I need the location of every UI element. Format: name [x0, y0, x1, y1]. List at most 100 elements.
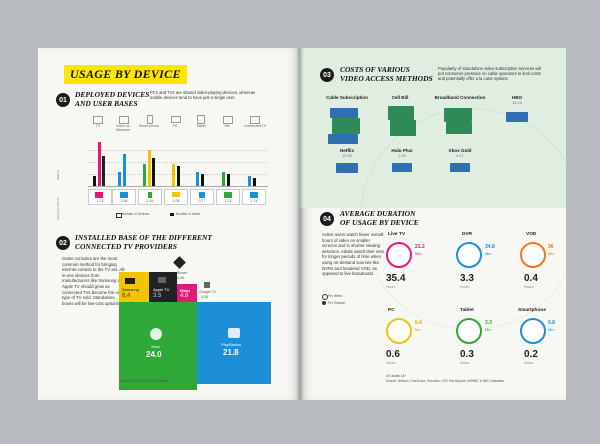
boxee-value: 0.35: [177, 276, 184, 280]
streamer-icon: [120, 192, 128, 198]
hours-unit: Hours: [524, 285, 534, 289]
hours-unit: Hours: [386, 285, 396, 289]
google-tv-icon: [204, 282, 210, 288]
users-value: 1.74: [96, 199, 104, 203]
minutes-value: 0.8: [548, 320, 555, 326]
cost-value: 15-20: [512, 101, 522, 105]
cost-value: 4.17: [456, 154, 464, 158]
legend-swatch-week: [322, 294, 328, 300]
section-text-installed: Game consoles are the most common method…: [62, 256, 126, 306]
streamer-icon: [119, 116, 129, 124]
minutes-value: 34.8: [485, 244, 495, 250]
cost-label: Hulu Plus: [391, 148, 413, 153]
google-tv-value: 0.05: [201, 295, 208, 299]
tile-samsung: Samsung 6.4: [119, 272, 149, 302]
bar-devices: [177, 166, 180, 186]
tv-icon: [125, 278, 135, 284]
source-label: US adults 18+: [386, 374, 407, 378]
bar-users: [248, 176, 251, 186]
smartphone-icon: [147, 115, 153, 124]
source-note: Source: MSNBC & NBC estimates: [120, 379, 169, 383]
right-page: 03 COSTS OF VARIOUS VIDEO ACCESS METHODS…: [300, 48, 566, 400]
cost-value: 7.99: [398, 154, 406, 158]
legend-label-session: Per Session: [328, 301, 346, 305]
clock-icon: [456, 318, 482, 344]
tile-playstation: PlayStation 21.8: [197, 302, 271, 384]
hours-value: 0.2: [524, 349, 538, 360]
money-stack: [446, 122, 472, 134]
tile-apple-tv: Apple TV 3.5: [149, 272, 177, 302]
bar-users: [148, 150, 151, 186]
bar-devices: [201, 174, 204, 186]
y-axis-label: Millions: [56, 169, 60, 180]
money-stack: [450, 163, 470, 172]
device-name: VOD: [526, 232, 537, 237]
cost-label: Cell Bill: [391, 95, 409, 100]
users-value: 1.58: [120, 199, 128, 203]
source-note: Source: Nielsen, ComScore, Horowitz, LRG…: [386, 379, 504, 383]
clock-icon: [520, 242, 546, 268]
chart-legend: Number of Devices Number of Users: [88, 212, 268, 218]
users-value: 1.74: [250, 199, 258, 203]
hours-value: 0.4: [524, 273, 538, 284]
minutes-unit: Min: [485, 251, 492, 256]
minutes-unit: Min: [415, 251, 422, 256]
legend-swatch-devices: [116, 213, 122, 218]
hours-value: 35.4: [386, 273, 406, 284]
money-stack: [390, 120, 416, 136]
category-label: PC: [172, 124, 178, 128]
bar-users: [196, 172, 199, 186]
section-number-01: 01: [56, 93, 70, 107]
page-title: USAGE BY DEVICE: [64, 65, 187, 84]
bar-users: [123, 154, 126, 186]
cost-label: Xbox Gold: [448, 148, 472, 153]
tile-roku: Roku 4.8: [177, 284, 197, 302]
legend-label-devices: Number of Devices: [122, 212, 150, 216]
hours-unit: Hours: [386, 361, 396, 365]
console-icon: [223, 116, 233, 124]
apple-tv-icon: [158, 277, 166, 283]
users-value: 1.74: [224, 199, 232, 203]
clock-icon: [520, 318, 546, 344]
boxee-label: Boxee: [177, 271, 188, 275]
section-heading-duration: AVERAGE DURATION OF USAGE BY DEVICE: [340, 209, 419, 227]
tablet-icon: [199, 192, 205, 198]
minutes-value: 36: [548, 244, 554, 250]
money-stack: [328, 134, 358, 144]
bar-users: [118, 172, 121, 186]
section-number-02: 02: [56, 236, 70, 250]
category-label: Smart phone: [138, 124, 160, 128]
section-heading-installed: INSTALLED BASE OF THE DIFFERENT CONNECTE…: [75, 233, 212, 251]
category-label: TV: [95, 124, 101, 128]
legend-label-week: Per Week: [328, 294, 342, 298]
device-name: Smartphone: [518, 308, 546, 313]
category-label: Wii: [224, 124, 230, 128]
users-value: 1.08: [172, 199, 180, 203]
bar-devices: [253, 178, 256, 186]
device-name: DVR: [462, 232, 473, 237]
bar-devices: [102, 156, 105, 186]
cost-label: Netflix: [339, 148, 355, 153]
section-number-04: 04: [320, 212, 334, 226]
section-text-deployed: PCs and TVs are shared video-playing dev…: [150, 90, 256, 101]
legend-swatch-users: [170, 213, 174, 216]
minutes-unit: Min: [548, 251, 555, 256]
legend-swatch-session: [322, 301, 326, 305]
magazine-spread: USAGE BY DEVICE 01 DEPLOYED DEVICES AND …: [38, 48, 566, 400]
users-value: 1.46: [146, 199, 154, 203]
pc-icon: [171, 116, 181, 123]
money-stack: [392, 163, 412, 172]
tv-icon: [95, 192, 103, 198]
money-stack: [506, 112, 528, 122]
tv-icon: [93, 116, 103, 124]
section-number-03: 03: [320, 68, 334, 82]
cost-value: 15.98: [342, 154, 352, 158]
device-name: Live TV: [388, 232, 406, 237]
bar-users: [98, 142, 101, 186]
minutes-value: 3.3: [485, 320, 492, 326]
minutes-unit: Min: [548, 327, 555, 332]
bar-users: [222, 172, 225, 186]
provider-treemap: Samsung 6.4 Apple TV 3.5 Roku 4.8 Boxee …: [119, 256, 279, 390]
money-stack: [444, 108, 472, 122]
connected-tv-icon: [250, 192, 258, 198]
